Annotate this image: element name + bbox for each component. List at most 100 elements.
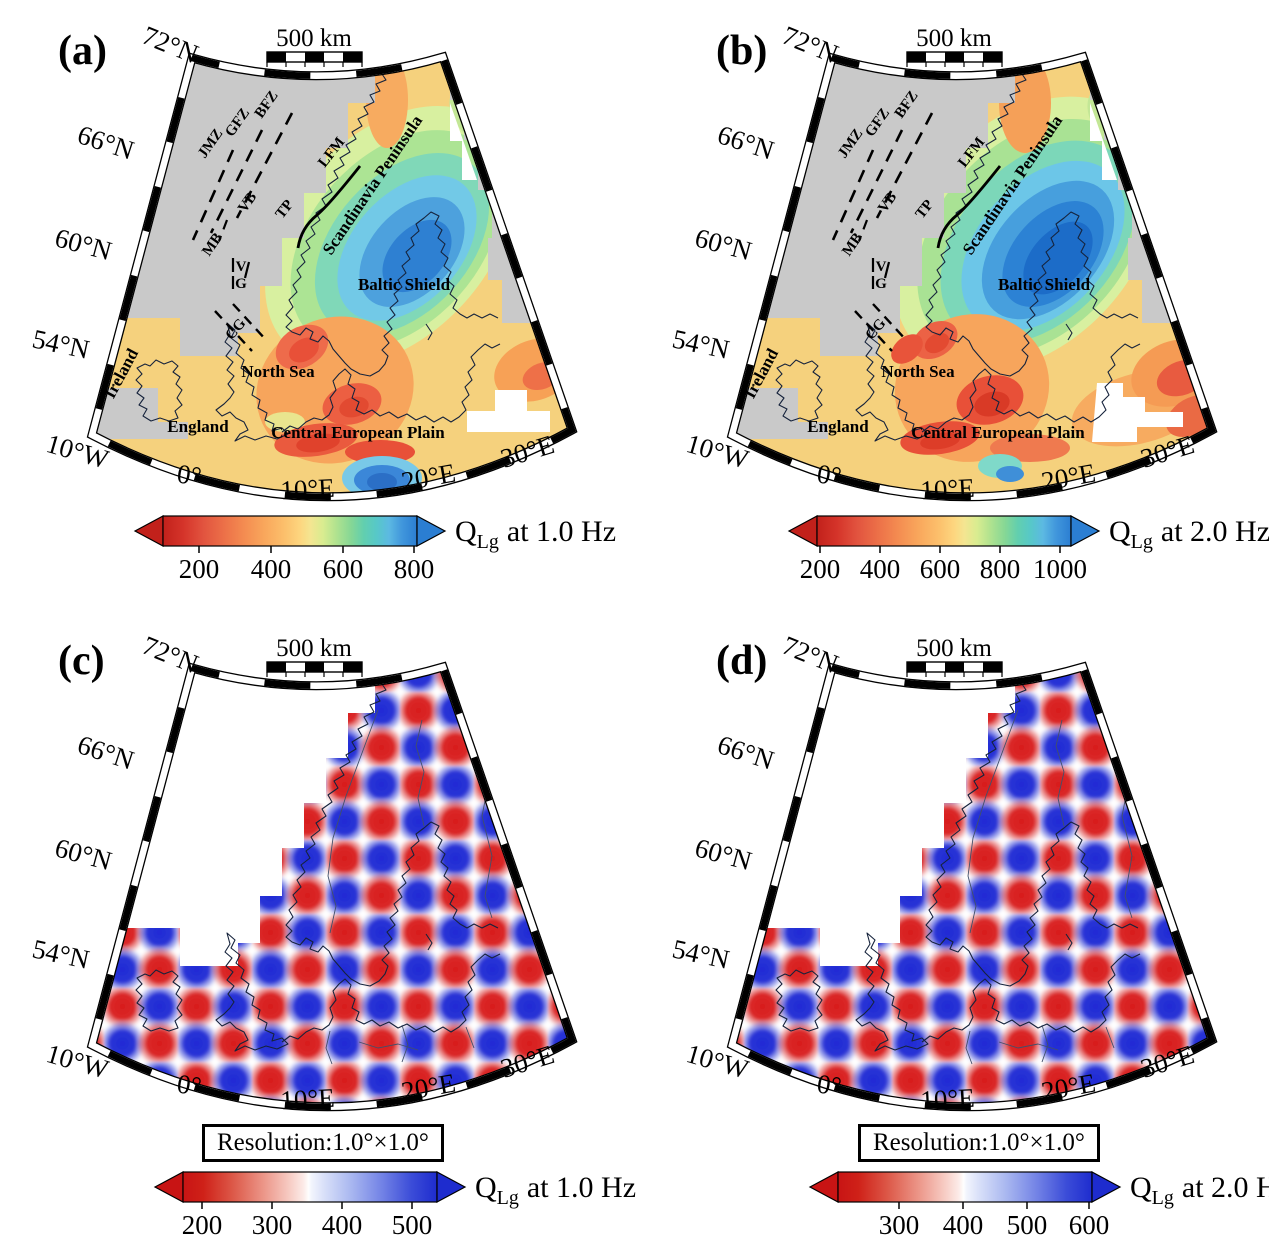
no-data-white-notches [1090,103,1183,442]
latitude-label: 60°N [692,832,755,876]
latitude-label: 60°N [52,832,115,876]
colorbar-tick-label: 300 [879,1210,920,1240]
latitude-label: 54°N [670,934,732,975]
latitude-label: 66°N [74,119,138,165]
latitude-label: 72°N [778,630,842,679]
scale-bar [266,661,363,678]
fault-label-v: V [236,259,247,275]
colorbar-tick-label: 600 [323,554,364,584]
latitude-label: 72°N [138,20,202,69]
colorbar-tick-label: 400 [251,554,292,584]
scale-bar-label: 500 km [276,25,352,52]
scale-bar-label: 500 km [276,635,352,662]
colorbar-gradient [162,515,418,547]
latitude-label: 54°N [670,324,732,365]
longitude-label: 0° [815,459,843,492]
fault-label-g: G [875,276,887,292]
colorbar-tick-label: 800 [394,554,435,584]
q-anomaly-blobs-b [891,57,1212,482]
scale-bar [906,51,1003,68]
colorbar-right-arrow [436,1170,467,1204]
longitude-label: 10°E [920,473,976,506]
longitude-label: 0° [175,1069,203,1102]
place-label-baltic-shield: Baltic Shield [358,275,451,294]
colorbar-left-arrow [808,1170,839,1204]
colorbar-gradient [816,515,1072,547]
colorbar-a: 200 400 600 800 QLg at 1.0 Hz [133,514,616,584]
place-label-baltic-shield: Baltic Shield [998,275,1091,294]
colorbar-tick-label: 400 [860,554,901,584]
longitude-label: 10°E [920,1083,976,1116]
colorbar-ticks [898,1202,1090,1209]
scale-bar-label: 500 km [916,635,992,662]
map-panel-b: (b) 500 km 72°N 66°N 60°N 54°N 10°W 0° 1… [670,20,1269,506]
longitude-label: 0° [175,459,203,492]
colorbar-right-arrow [1070,514,1101,548]
fault-label-g: G [235,276,247,292]
colorbar-tick-label: 200 [182,1210,223,1240]
longitude-label: 10°E [280,473,336,506]
fault-label-v: V [876,259,887,275]
place-label-north-sea: North Sea [881,362,955,381]
latitude-label: 54°N [30,324,92,365]
colorbar-tick-label: 400 [943,1210,984,1240]
colorbar-tick-label: 600 [920,554,961,584]
no-data-white-notches [450,103,550,432]
place-label-central-european-plain: Central European Plain [911,423,1085,442]
colorbar-tick-label: 300 [252,1210,293,1240]
scale-bar-label: 500 km [916,25,992,52]
colorbar-tick-label: 600 [1069,1210,1110,1240]
colorbar-left-arrow [153,1170,184,1204]
panel-label: (a) [58,28,107,74]
colorbar-left-arrow [787,514,818,548]
colorbar-tick-label: 400 [322,1210,363,1240]
colorbar-tick-label: 500 [392,1210,433,1240]
colorbar-tick-label: 200 [179,554,220,584]
colorbar-tick-label: 200 [800,554,841,584]
colorbar-tick-label: 800 [980,554,1021,584]
latitude-label: 54°N [30,934,92,975]
colorbar-gradient [837,1171,1093,1203]
place-label-england: England [807,417,869,436]
colorbar-right-arrow [416,514,447,548]
colorbar-right-arrow [1091,1170,1122,1204]
colorbar-b: 200 400 600 800 1000 QLg at 2.0 Hz [787,514,1269,584]
map-panel-a: (a) 500 km 72°N 66°N 60°N 54°N 10°W 0° 1… [30,20,655,506]
map-panel-c: (c) 500 km 72°N 66°N 60°N 54°N 10°W 0° 1… [30,630,655,1116]
resolution-box-c: Resolution:1.0°×1.0° [202,1124,444,1162]
colorbar-left-arrow [133,514,164,548]
colorbar-title: QLg at 1.0 Hz [455,515,616,553]
colorbar-ticks [198,546,415,553]
colorbar-c: 200 300 400 500 QLg at 1.0 Hz [153,1170,636,1240]
colorbar-gradient [182,1171,438,1203]
latitude-label: 66°N [74,729,138,775]
colorbar-tick-label: 500 [1007,1210,1048,1240]
place-label-england: England [167,417,229,436]
latitude-label: 72°N [138,630,202,679]
colorbar-tick-label: 1000 [1033,554,1087,584]
colorbar-ticks [201,1202,413,1209]
latitude-label: 60°N [52,222,115,266]
longitude-label: 10°E [280,1083,336,1116]
map-b-content [732,57,1212,497]
colorbar-title: QLg at 1.0 Hz [475,1171,636,1209]
panel-label: (b) [716,28,767,74]
resolution-box-d: Resolution:1.0°×1.0° [858,1124,1100,1162]
longitude-label: 0° [815,1069,843,1102]
latitude-label: 60°N [692,222,755,266]
place-label-central-european-plain: Central European Plain [271,423,445,442]
panel-label: (d) [716,638,767,684]
colorbar-ticks [819,546,1061,553]
scale-bar [906,661,1003,678]
panel-label: (c) [58,638,105,684]
map-panel-d: (d) 500 km 72°N 66°N 60°N 54°N 10°W 0° 1… [670,630,1269,1116]
latitude-label: 66°N [714,119,778,165]
latitude-label: 66°N [714,729,778,775]
latitude-label: 72°N [778,20,842,69]
place-label-north-sea: North Sea [241,362,315,381]
scale-bar [266,51,363,68]
